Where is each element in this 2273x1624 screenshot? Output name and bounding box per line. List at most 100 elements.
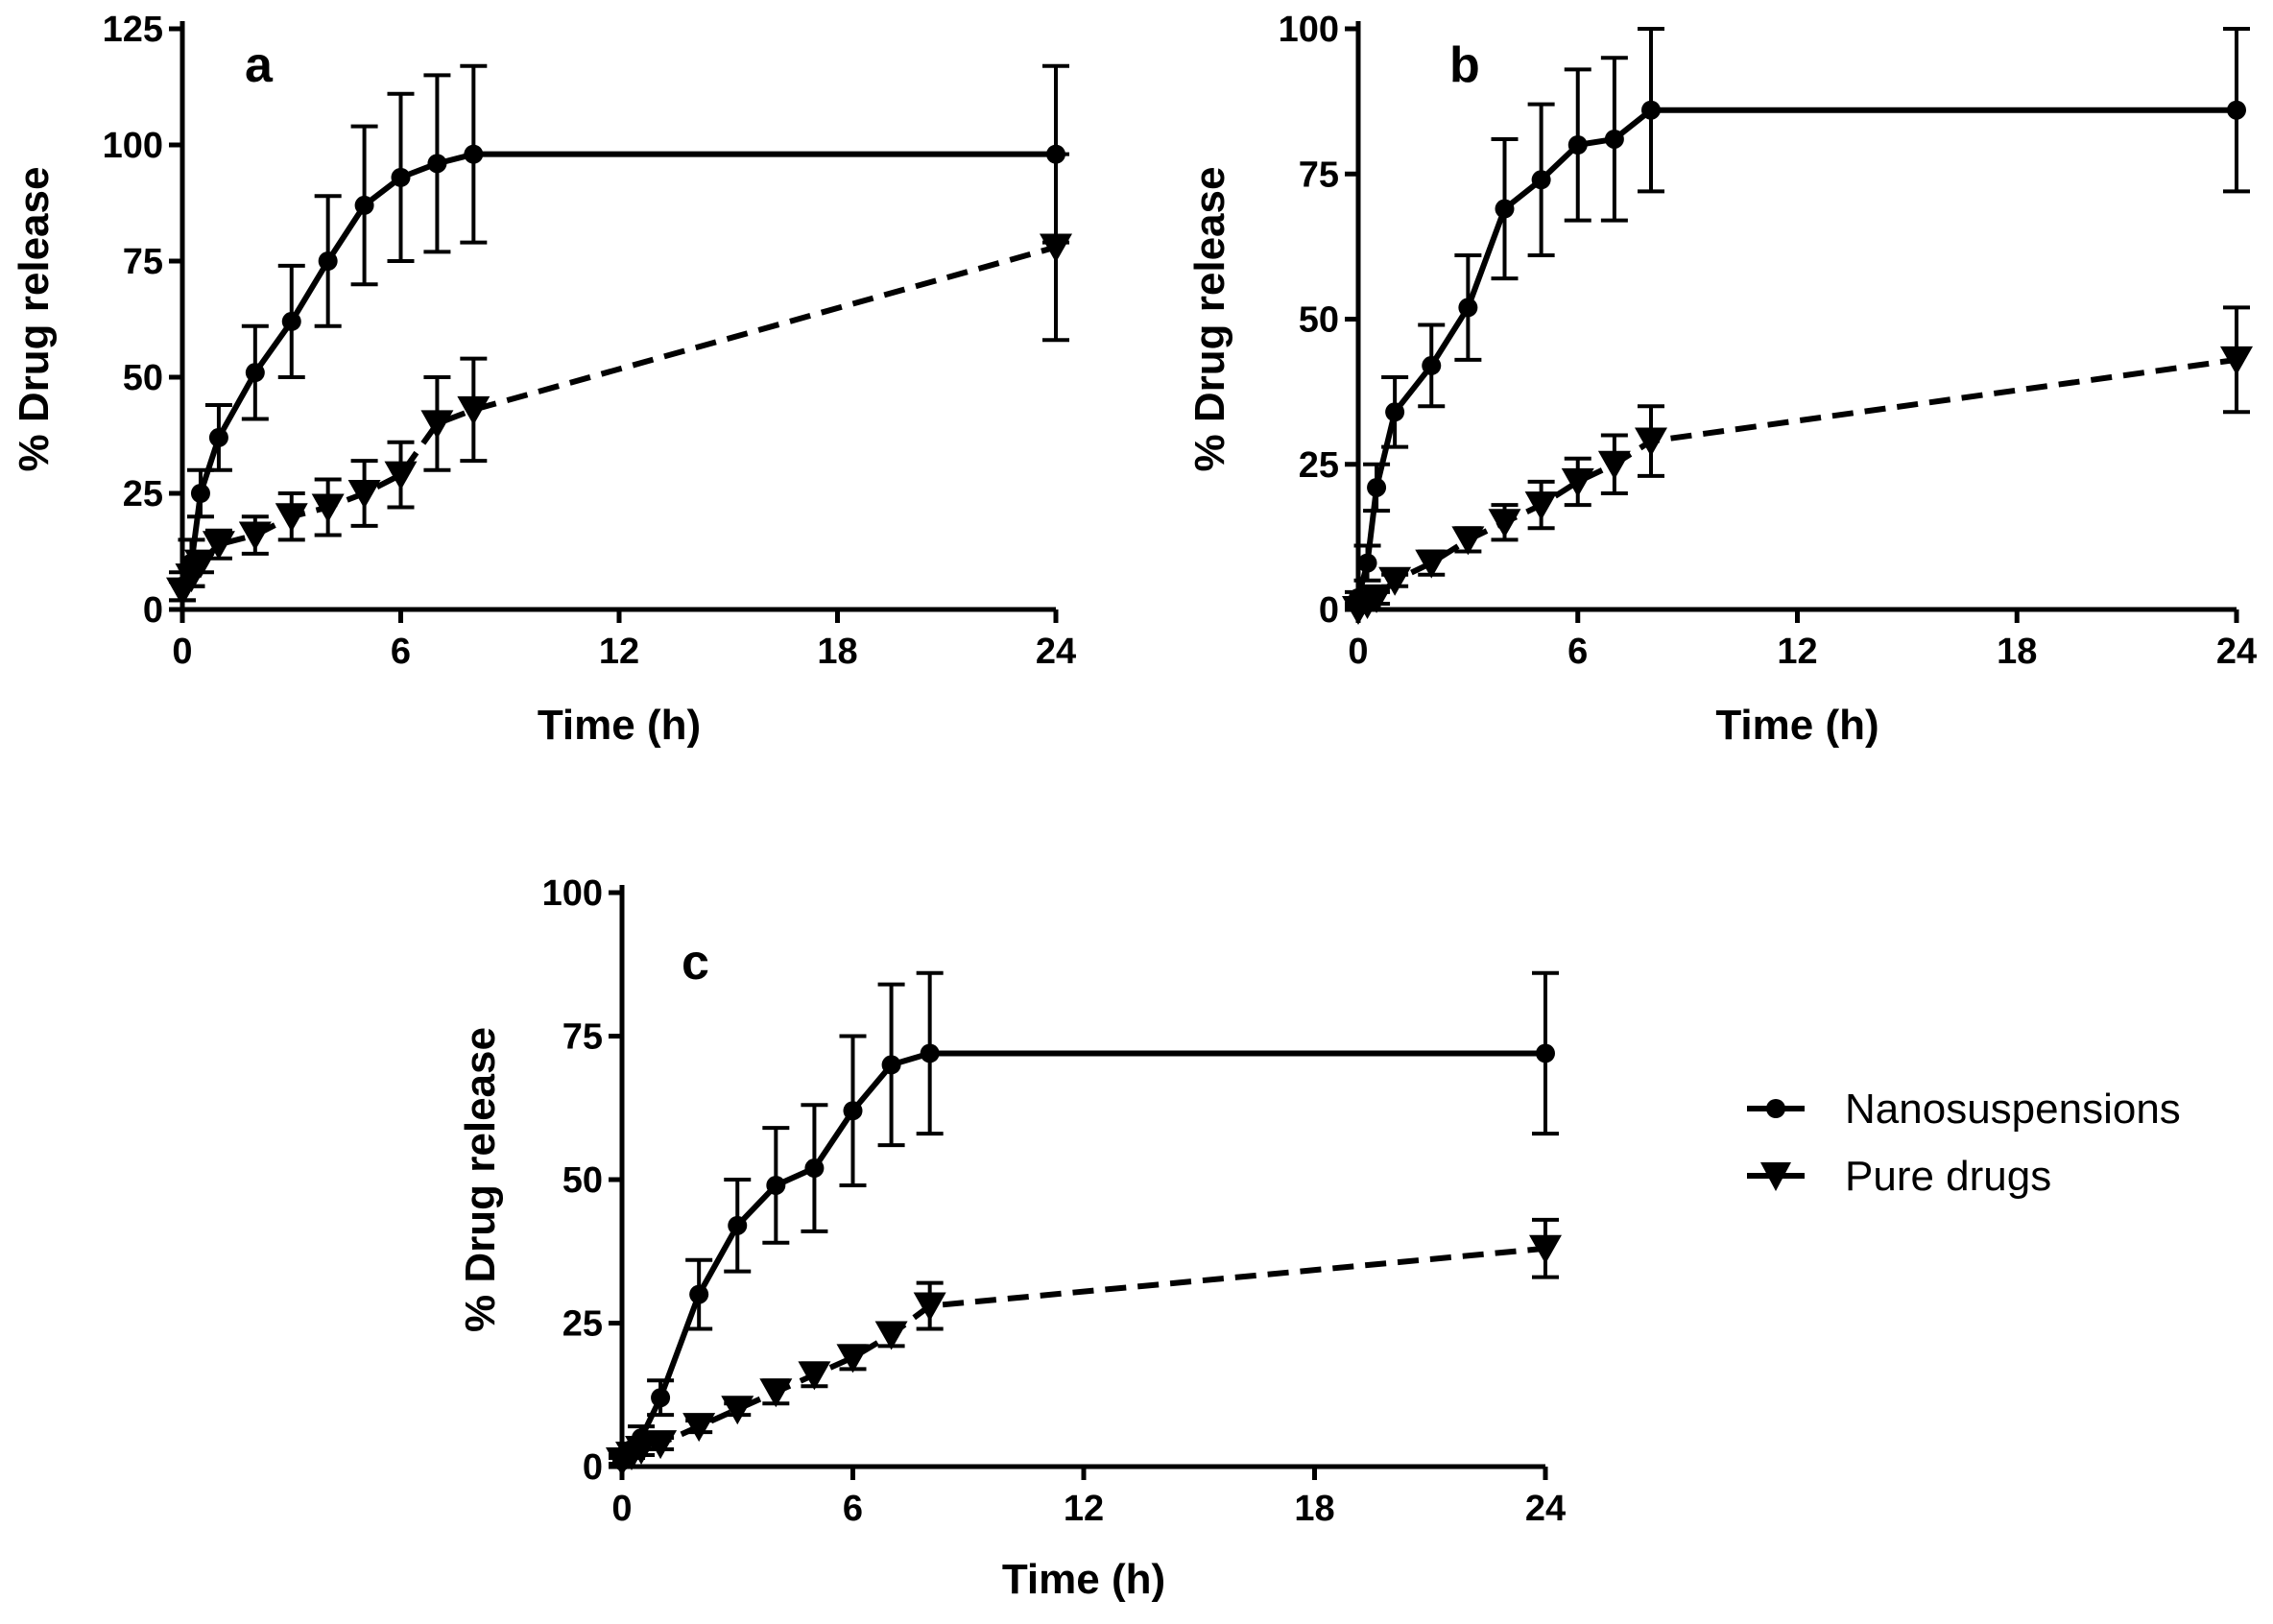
x-tick-label: 12	[599, 632, 639, 672]
data-point-triangle	[874, 1321, 908, 1350]
data-point-circle	[651, 1388, 671, 1408]
panel-letter: c	[682, 935, 709, 991]
data-point-circle	[766, 1175, 786, 1195]
data-point-circle	[245, 363, 265, 383]
data-point-circle	[354, 195, 374, 215]
data-point-triangle	[183, 549, 217, 579]
panel-a: 0 25 50 75 100 125 0 6 12 18 24 Time (h) % Drug rele…	[11, 10, 1076, 749]
data-point-triangle	[798, 1361, 831, 1391]
data-point-triangle	[1561, 467, 1594, 497]
data-point-triangle	[1635, 427, 1667, 457]
data-point-circle	[1567, 135, 1588, 155]
series-nanosuspensions	[1345, 27, 2250, 608]
data-point-circle	[728, 1215, 748, 1235]
data-point-triangle	[1488, 509, 1521, 538]
data-point-circle	[318, 251, 338, 271]
data-point-triangle	[420, 410, 454, 440]
y-tick-label: 0	[143, 590, 163, 631]
data-point-circle	[1385, 402, 1405, 422]
data-point-triangle	[384, 461, 418, 490]
data-point-triangle	[1040, 233, 1072, 263]
y-tick-label: 25	[1299, 445, 1339, 486]
y-tick-label: 50	[1299, 300, 1339, 341]
data-point-circle	[1357, 553, 1377, 573]
x-tick-label: 6	[391, 632, 411, 672]
data-point-triangle	[644, 1430, 678, 1460]
legend-label-nanosuspensions: Nanosuspensions	[1845, 1086, 2181, 1133]
data-point-triangle	[238, 521, 272, 551]
y-tick-label: 100	[1279, 10, 1339, 50]
series-pure-drugs	[1342, 305, 2253, 625]
x-tick-label: 24	[1525, 1489, 1566, 1529]
x-tick-label: 24	[2216, 632, 2257, 672]
y-tick-label: 75	[123, 242, 163, 282]
x-tick-label: 6	[843, 1489, 863, 1529]
data-point-circle	[391, 167, 411, 187]
data-point-circle	[843, 1101, 863, 1121]
data-point-circle	[1604, 129, 1624, 149]
data-point-triangle	[1451, 526, 1485, 556]
legend-label-pure-drugs: Pure drugs	[1845, 1153, 2051, 1200]
x-axis-title: Time (h)	[1715, 702, 1878, 749]
data-point-circle	[1641, 100, 1661, 120]
x-tick-label: 18	[817, 632, 857, 672]
x-axis-title: Time (h)	[538, 702, 701, 749]
x-tick-label: 0	[172, 632, 192, 672]
data-point-triangle	[759, 1378, 793, 1408]
panel-letter: a	[245, 37, 274, 93]
y-axis-title: % Drug release	[457, 1027, 504, 1332]
data-point-circle	[427, 154, 447, 174]
x-tick-label: 12	[1777, 632, 1817, 672]
x-axis-title: Time (h)	[1002, 1556, 1165, 1603]
x-tick-label: 6	[1567, 632, 1588, 672]
data-point-circle	[1531, 170, 1551, 190]
panel-c: 0 25 50 75 100 0 6 12 18 24 Time (h) % Drug release…	[457, 873, 1566, 1603]
legend-triangle-marker	[1760, 1162, 1791, 1191]
x-tick-label: 0	[1348, 632, 1368, 672]
y-tick-label: 125	[103, 10, 163, 50]
y-tick-label: 25	[123, 474, 163, 514]
data-point-triangle	[1597, 450, 1631, 480]
data-point-triangle	[347, 480, 381, 509]
data-point-circle	[804, 1158, 825, 1179]
x-tick-label: 12	[1064, 1489, 1104, 1529]
panel-letter: b	[1449, 37, 1480, 93]
data-point-circle	[1367, 477, 1387, 497]
y-tick-label: 50	[123, 358, 163, 398]
data-point-triangle	[1360, 584, 1394, 613]
x-tick-label: 18	[1294, 1489, 1334, 1529]
data-point-circle	[920, 1043, 940, 1063]
y-tick-label: 50	[562, 1160, 603, 1201]
y-axis-title: % Drug release	[11, 167, 58, 472]
series-pure-drugs	[606, 1217, 1562, 1477]
data-point-circle	[1536, 1043, 1555, 1063]
data-point-triangle	[682, 1413, 716, 1443]
data-point-triangle	[1529, 1234, 1562, 1264]
x-tick-label: 24	[1036, 632, 1076, 672]
data-point-triangle	[311, 493, 345, 523]
y-tick-label: 0	[1319, 590, 1339, 631]
y-tick-label: 0	[583, 1447, 603, 1488]
data-point-circle	[464, 144, 484, 164]
x-tick-label: 18	[1997, 632, 2037, 672]
data-point-circle	[208, 427, 228, 447]
legend: Nanosuspensions Pure drugs	[1747, 1086, 2181, 1200]
data-point-circle	[190, 484, 210, 503]
data-point-triangle	[457, 395, 490, 425]
legend-circle-marker	[1766, 1099, 1785, 1118]
data-point-triangle	[1524, 491, 1558, 521]
data-point-circle	[689, 1284, 709, 1304]
data-point-circle	[2227, 100, 2246, 120]
panel-b: 0 25 50 75 100 0 6 12 18 24 Time (h) % Drug release…	[1186, 10, 2257, 749]
data-point-triangle	[1378, 566, 1412, 596]
data-point-circle	[1458, 298, 1478, 318]
x-tick-label: 0	[611, 1489, 632, 1529]
y-tick-label: 100	[542, 873, 603, 914]
data-point-triangle	[1415, 549, 1448, 579]
data-point-circle	[281, 311, 301, 331]
y-axis-title: % Drug release	[1186, 167, 1233, 472]
data-point-circle	[1495, 199, 1515, 219]
data-point-triangle	[836, 1344, 870, 1373]
